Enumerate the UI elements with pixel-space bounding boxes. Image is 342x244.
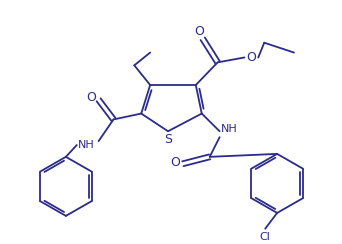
Text: O: O: [170, 156, 180, 169]
Text: O: O: [87, 91, 96, 104]
Text: O: O: [246, 51, 256, 64]
Text: O: O: [194, 25, 204, 38]
Text: Cl: Cl: [260, 232, 271, 242]
Text: S: S: [164, 133, 172, 146]
Text: NH: NH: [221, 124, 238, 134]
Text: NH: NH: [78, 140, 95, 150]
